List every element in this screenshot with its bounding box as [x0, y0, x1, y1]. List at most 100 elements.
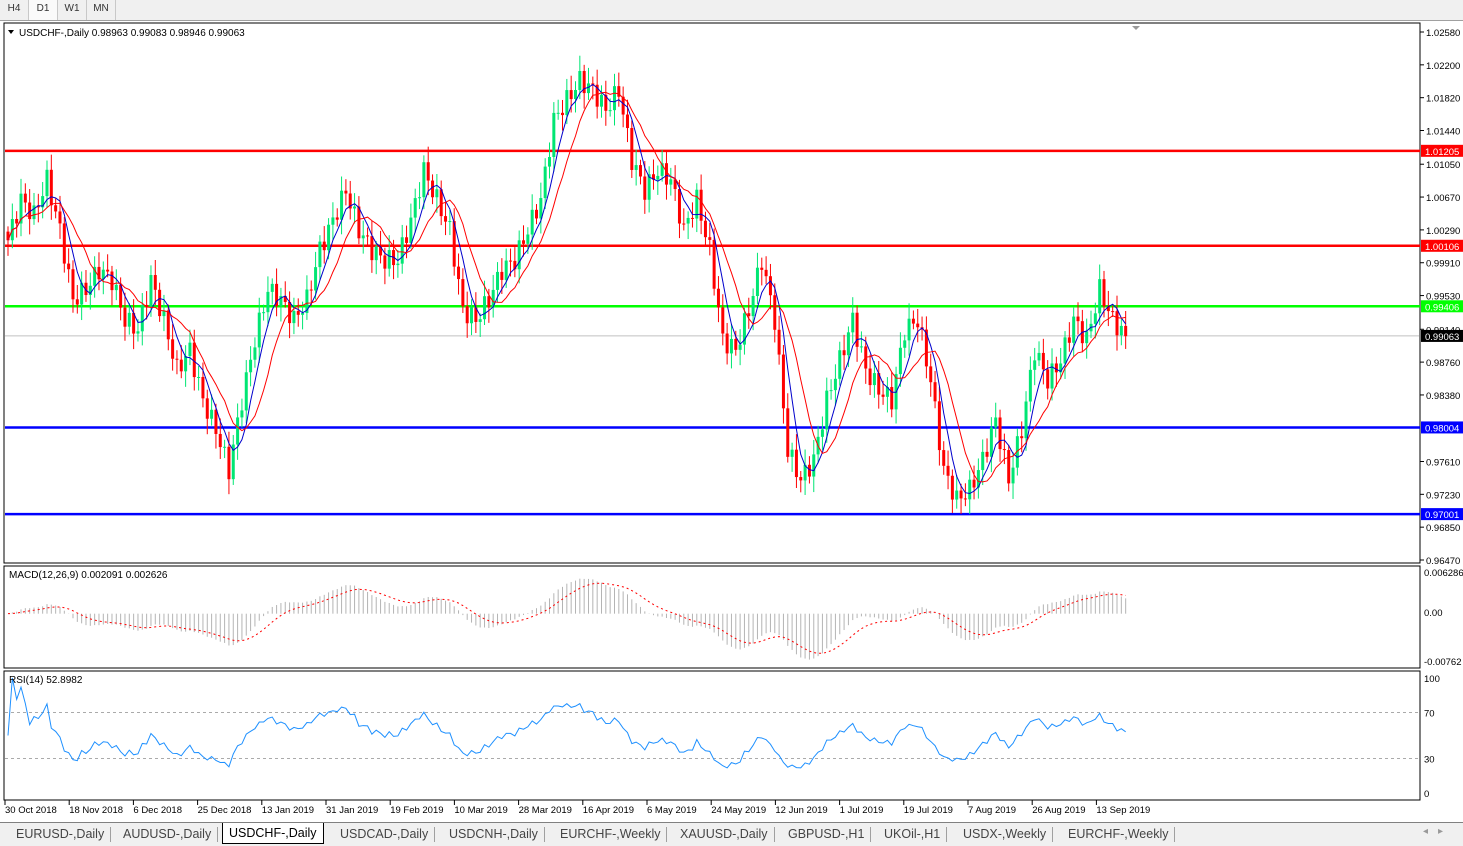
macd-max: 0.006286: [1424, 568, 1463, 579]
tab-eurchf-weekly[interactable]: EURCHF-,Weekly: [554, 827, 668, 842]
candle-body: [93, 266, 97, 286]
timeframe-w1[interactable]: W1: [58, 0, 87, 20]
time-tick-label: 16 Apr 2019: [583, 805, 634, 816]
candle-body: [322, 241, 326, 251]
candle-body: [1098, 279, 1102, 314]
candle-body: [49, 169, 53, 206]
candles: [6, 55, 1128, 514]
candle-body: [444, 216, 448, 222]
tab-usdcad-daily[interactable]: USDCAD-,Daily: [334, 827, 436, 842]
rsi-panel[interactable]: [3, 670, 1421, 801]
candle-body: [1024, 401, 1028, 439]
timeframe-d1[interactable]: D1: [29, 0, 58, 20]
shift-marker-icon[interactable]: [1132, 26, 1140, 30]
candle-body: [106, 269, 110, 272]
candle-body: [651, 174, 655, 180]
candle-body: [1085, 331, 1089, 344]
candle-body: [84, 282, 88, 296]
candle-body: [409, 217, 413, 243]
candle-body: [998, 417, 1002, 450]
candle-body: [1067, 337, 1071, 343]
timeframe-mn[interactable]: MN: [87, 0, 116, 20]
rsi-label: RSI(14) 52.8982: [9, 675, 83, 686]
candle-body: [530, 209, 534, 235]
collapse-triangle-icon[interactable]: [8, 30, 14, 34]
tab-eurusd-daily[interactable]: EURUSD-,Daily: [10, 827, 112, 842]
candle-body: [370, 236, 374, 261]
ma-fast-line: [7, 83, 1127, 495]
candle-body: [803, 464, 807, 481]
tab-scroll-arrows-icon[interactable]: ◂▸: [1422, 826, 1453, 837]
candle-body: [677, 189, 681, 224]
candle-body: [45, 169, 49, 197]
candle-body: [755, 267, 759, 297]
tab-gbpusd-h1[interactable]: GBPUSD-,H1: [782, 827, 872, 842]
candle-body: [937, 401, 941, 451]
candle-body: [552, 112, 556, 158]
rsi-tick-label: 70: [1424, 709, 1435, 720]
candle-body: [80, 282, 84, 305]
candle-body: [292, 311, 296, 324]
candle-body: [474, 307, 478, 322]
candle-body: [825, 390, 829, 430]
candle-body: [907, 318, 911, 341]
chart-window[interactable]: 1.02580 1.02200 1.01820 1.01440 1.01050 1.006…: [0, 0, 1463, 822]
candle-body: [400, 237, 404, 264]
rsi-tick-label: 0: [1424, 789, 1429, 800]
time-tick-label: 12 Jun 2019: [775, 805, 827, 816]
candle-body: [695, 189, 699, 219]
tab-xauusd-daily[interactable]: XAUUSD-,Daily: [674, 827, 775, 842]
candle-body: [461, 279, 465, 307]
candle-body: [54, 205, 58, 212]
macd-panel[interactable]: [3, 565, 1421, 669]
tab-usdcnh-daily[interactable]: USDCNH-,Daily: [443, 827, 545, 842]
tab-eurchf-weekly-2[interactable]: EURCHF-,Weekly: [1062, 827, 1176, 842]
macd-min: -0.00762: [1424, 657, 1462, 668]
candle-body: [981, 451, 985, 471]
candle-body: [929, 366, 933, 383]
candle-body: [916, 323, 920, 328]
candle-body: [257, 312, 261, 348]
candle-body: [673, 179, 677, 190]
candle-body: [266, 291, 270, 313]
price-tick-label: 1.01050: [1426, 160, 1460, 171]
candle-body: [58, 211, 62, 224]
candle-body: [88, 285, 92, 296]
candle-body: [898, 347, 902, 375]
candle-body: [119, 284, 123, 308]
candle-body: [963, 498, 967, 500]
candle-body: [924, 329, 928, 367]
candle-body: [218, 433, 222, 448]
candle-body: [608, 110, 612, 112]
candle-body: [846, 332, 850, 356]
tab-usdx-weekly[interactable]: USDX-,Weekly: [957, 827, 1054, 842]
candle-body: [491, 289, 495, 308]
candle-body: [972, 479, 976, 488]
timeframe-h4[interactable]: H4: [0, 0, 29, 20]
candle-body: [569, 90, 573, 100]
candle-body: [747, 313, 751, 317]
price-panel[interactable]: [3, 22, 1421, 564]
candle-body: [548, 157, 552, 167]
candle-body: [270, 283, 274, 292]
candle-body: [955, 490, 959, 500]
price-tick-label: 0.97230: [1426, 490, 1460, 501]
tab-audusd-daily[interactable]: AUDUSD-,Daily: [117, 827, 219, 842]
candle-body: [110, 271, 114, 291]
level-price-label: [1421, 300, 1463, 313]
candle-body: [188, 342, 192, 357]
tab-usdchf-daily[interactable]: USDCHF-,Daily: [222, 823, 324, 844]
candle-body: [327, 224, 331, 251]
macd-label: MACD(12,26,9) 0.002091 0.002626: [9, 570, 168, 581]
candle-body: [760, 267, 764, 270]
candle-body: [790, 449, 794, 457]
time-tick-label: 6 Dec 2018: [133, 805, 182, 816]
tab-ukoil-h1[interactable]: UKOil-,H1: [878, 827, 948, 842]
candle-body: [777, 329, 781, 355]
candle-body: [738, 344, 742, 350]
candle-body: [1076, 316, 1080, 322]
candle-body: [513, 260, 517, 270]
candle-body: [418, 197, 422, 199]
candle-body: [807, 464, 811, 477]
candle-body: [249, 359, 253, 373]
